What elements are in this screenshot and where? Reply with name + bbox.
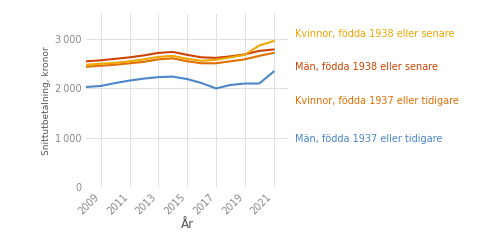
Text: Män, födda 1938 eller senare: Män, födda 1938 eller senare bbox=[295, 62, 438, 72]
Text: Män, födda 1937 eller tidigare: Män, födda 1937 eller tidigare bbox=[295, 134, 443, 144]
Text: Kvinnor, födda 1938 eller senare: Kvinnor, födda 1938 eller senare bbox=[295, 29, 455, 39]
Y-axis label: Snittutbetalning, kronor: Snittutbetalning, kronor bbox=[42, 47, 51, 155]
X-axis label: År: År bbox=[180, 218, 194, 231]
Text: Kvinnor, födda 1937 eller tidigare: Kvinnor, födda 1937 eller tidigare bbox=[295, 96, 459, 106]
